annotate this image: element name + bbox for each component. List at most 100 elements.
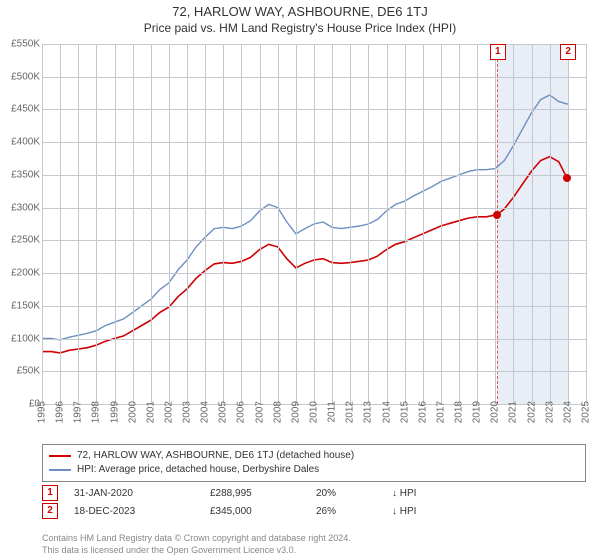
series-line-hpi [42, 95, 568, 340]
gridline-v [368, 44, 369, 404]
gridline-v [223, 44, 224, 404]
x-tick-label: 2010 [309, 401, 320, 423]
x-tick-label: 2004 [200, 401, 211, 423]
gridline-v [568, 44, 569, 404]
event-marker: 2 [560, 44, 576, 60]
x-tick-label: 2002 [163, 401, 174, 423]
gridline-v [151, 44, 152, 404]
gridline-v [96, 44, 97, 404]
x-tick-label: 2003 [182, 401, 193, 423]
y-tick-label: £550K [0, 39, 40, 50]
gridline-v [260, 44, 261, 404]
x-tick-label: 2006 [236, 401, 247, 423]
legend-swatch [49, 469, 71, 471]
event-point [563, 174, 571, 182]
x-tick-label: 2011 [327, 401, 338, 423]
titles: 72, HARLOW WAY, ASHBOURNE, DE6 1TJ Price… [0, 0, 600, 35]
gridline-v [459, 44, 460, 404]
legend-item: HPI: Average price, detached house, Derb… [49, 463, 579, 477]
footer-line-1: Contains HM Land Registry data © Crown c… [42, 532, 586, 544]
gridline-v [513, 44, 514, 404]
x-tick-label: 2012 [345, 401, 356, 423]
gridline-v [332, 44, 333, 404]
x-tick-label: 2008 [272, 401, 283, 423]
x-tick-label: 1999 [109, 401, 120, 423]
x-tick-label: 2018 [454, 401, 465, 423]
y-tick-label: £100K [0, 333, 40, 344]
plot: £0£50K£100K£150K£200K£250K£300K£350K£400… [42, 44, 586, 404]
event-point [493, 211, 501, 219]
footer: Contains HM Land Registry data © Crown c… [42, 532, 586, 556]
gridline-v [441, 44, 442, 404]
event-date: 18-DEC-2023 [74, 506, 194, 517]
x-tick-label: 2025 [581, 401, 592, 423]
gridline-v [405, 44, 406, 404]
event-marker: 1 [490, 44, 506, 60]
x-tick-label: 2024 [562, 401, 573, 423]
event-row: 131-JAN-2020£288,99520%↓ HPI [42, 484, 586, 502]
events-table: 131-JAN-2020£288,99520%↓ HPI218-DEC-2023… [42, 484, 586, 520]
event-price: £345,000 [210, 506, 300, 517]
x-tick-label: 2016 [417, 401, 428, 423]
gridline-v [314, 44, 315, 404]
x-tick-label: 1996 [55, 401, 66, 423]
legend-swatch [49, 455, 71, 457]
x-tick-label: 2007 [254, 401, 265, 423]
x-tick-label: 1998 [91, 401, 102, 423]
chart-subtitle: Price paid vs. HM Land Registry's House … [0, 21, 600, 35]
x-tick-label: 1997 [73, 401, 84, 423]
gridline-v [477, 44, 478, 404]
y-tick-label: £200K [0, 268, 40, 279]
gridline-v [205, 44, 206, 404]
y-tick-label: £0 [0, 399, 40, 410]
x-tick-label: 2013 [363, 401, 374, 423]
chart-area: £0£50K£100K£150K£200K£250K£300K£350K£400… [42, 44, 586, 404]
gridline-v [423, 44, 424, 404]
gridline-v [115, 44, 116, 404]
y-tick-label: £400K [0, 137, 40, 148]
gridline-v [133, 44, 134, 404]
x-tick-label: 2022 [526, 401, 537, 423]
legend-item: 72, HARLOW WAY, ASHBOURNE, DE6 1TJ (deta… [49, 449, 579, 463]
gridline-v [60, 44, 61, 404]
gridline-v [387, 44, 388, 404]
y-tick-label: £500K [0, 71, 40, 82]
chart-title: 72, HARLOW WAY, ASHBOURNE, DE6 1TJ [0, 4, 600, 19]
y-tick-label: £450K [0, 104, 40, 115]
event-row: 2 18-DEC-2023 £345,000 26% ↓ HPI [42, 502, 586, 520]
x-tick-label: 2014 [381, 401, 392, 423]
gridline-v [532, 44, 533, 404]
event-row-marker: 2 [42, 503, 58, 519]
x-tick-label: 2015 [399, 401, 410, 423]
chart-container: 72, HARLOW WAY, ASHBOURNE, DE6 1TJ Price… [0, 0, 600, 560]
x-tick-label: 2001 [145, 401, 156, 423]
series-line-property [42, 157, 568, 353]
event-diff: 26% [316, 506, 376, 517]
gridline-v [42, 44, 43, 404]
event-diff: 20% [316, 488, 376, 499]
y-tick-label: £150K [0, 300, 40, 311]
y-tick-label: £50K [0, 366, 40, 377]
x-tick-label: 2017 [435, 401, 446, 423]
x-tick-label: 2005 [218, 401, 229, 423]
event-rel: ↓ HPI [392, 506, 452, 517]
legend-label: 72, HARLOW WAY, ASHBOURNE, DE6 1TJ (deta… [77, 449, 354, 463]
x-tick-label: 2023 [544, 401, 555, 423]
x-tick-label: 2020 [490, 401, 501, 423]
gridline-v [169, 44, 170, 404]
gridline-v [78, 44, 79, 404]
x-tick-label: 2019 [472, 401, 483, 423]
legend: 72, HARLOW WAY, ASHBOURNE, DE6 1TJ (deta… [42, 444, 586, 482]
gridline-v [495, 44, 496, 404]
gridline-v [586, 44, 587, 404]
event-date: 31-JAN-2020 [74, 488, 194, 499]
gridline-v [187, 44, 188, 404]
y-tick-label: £350K [0, 169, 40, 180]
gridline-v [278, 44, 279, 404]
y-tick-label: £300K [0, 202, 40, 213]
x-tick-label: 2009 [290, 401, 301, 423]
gridline-v [350, 44, 351, 404]
event-rel: ↓ HPI [392, 488, 452, 499]
gridline-v [550, 44, 551, 404]
y-tick-label: £250K [0, 235, 40, 246]
